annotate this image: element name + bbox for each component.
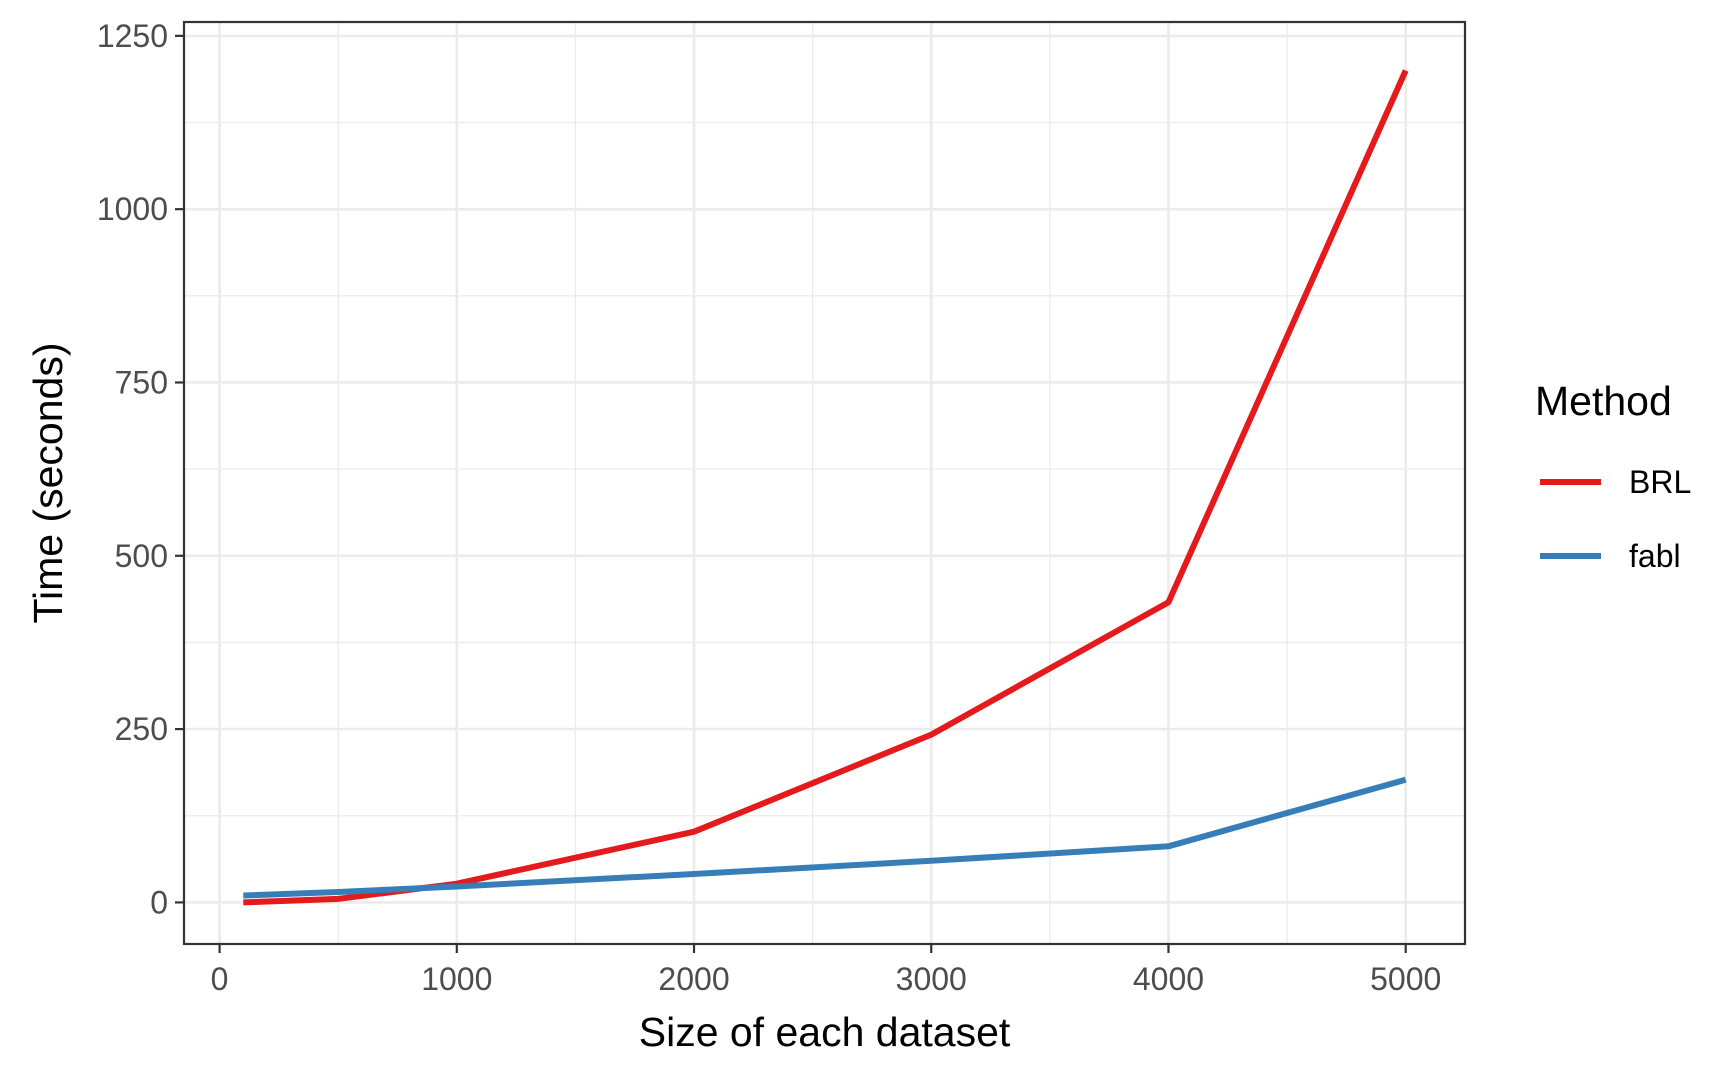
- y-tick-label: 0: [150, 884, 168, 920]
- series-line-brl: [243, 69, 1409, 906]
- x-tick-label: 0: [211, 961, 229, 997]
- x-tick-label: 5000: [1370, 961, 1441, 997]
- y-tick-label: 250: [115, 711, 168, 747]
- y-tick-label: 1000: [97, 191, 168, 227]
- legend-items: BRL fabl: [1540, 464, 1691, 574]
- tick-labels: 0 1000 2000 3000 4000 5000 0 250 500 750 1000 1250: [97, 18, 1441, 997]
- x-tick-label: 3000: [896, 961, 967, 997]
- y-axis-title: Time (seconds): [25, 343, 71, 624]
- legend-title: Method: [1535, 378, 1672, 424]
- legend: Method BRL fabl: [1535, 378, 1691, 574]
- x-tick-label: 4000: [1133, 961, 1204, 997]
- axis-ticks: [175, 34, 1407, 953]
- x-axis-title: Size of each dataset: [639, 1009, 1011, 1055]
- grid-lines: [184, 22, 1465, 944]
- series-lines: [243, 69, 1409, 906]
- y-tick-label: 500: [115, 538, 168, 574]
- legend-label-fabl: fabl: [1629, 538, 1681, 574]
- x-tick-label: 1000: [421, 961, 492, 997]
- series-line-fabl: [243, 776, 1407, 899]
- plot-panel-border: [182, 20, 1467, 946]
- y-tick-label: 1250: [97, 18, 168, 54]
- y-tick-label: 750: [115, 364, 168, 400]
- x-tick-label: 2000: [658, 961, 729, 997]
- legend-label-brl: BRL: [1629, 464, 1691, 500]
